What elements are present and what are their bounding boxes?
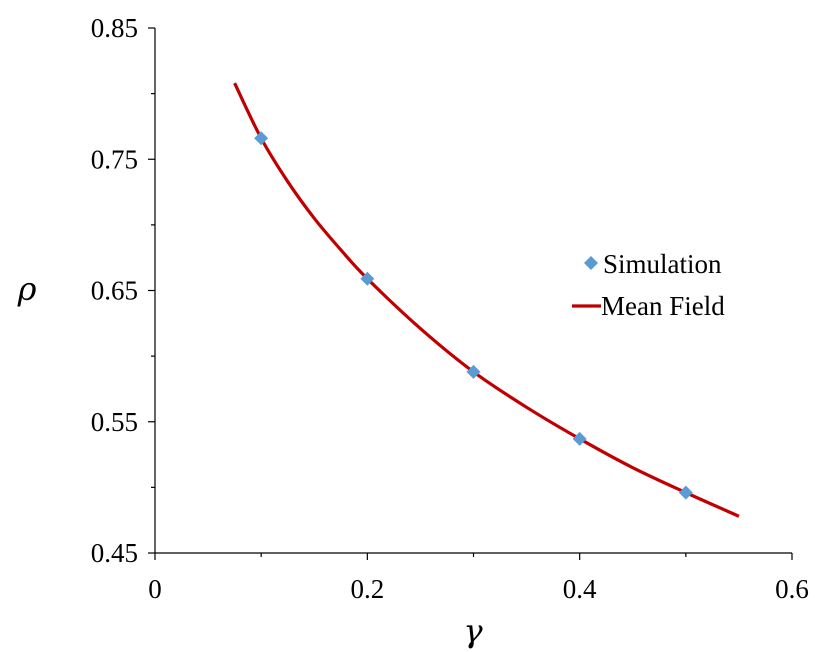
x-tick-label: 0 bbox=[148, 574, 162, 604]
y-tick-label: 0.55 bbox=[91, 407, 138, 437]
data-point-simulation bbox=[678, 485, 693, 500]
x-axis-title: γ bbox=[463, 612, 483, 650]
x-axis-ticks: 0 0.2 0.4 0.6 bbox=[148, 553, 809, 604]
data-point-simulation bbox=[360, 271, 375, 286]
data-point-simulation bbox=[466, 364, 481, 379]
legend: Simulation Mean Field bbox=[572, 249, 725, 321]
data-point-simulation bbox=[254, 131, 269, 146]
y-axis-ticks: 0.45 0.55 0.65 0.75 0.85 bbox=[91, 13, 155, 568]
legend-item-simulation: Simulation bbox=[584, 249, 722, 279]
x-tick-label: 0.6 bbox=[775, 574, 809, 604]
data-point-simulation bbox=[572, 431, 587, 446]
y-axis-title: ρ bbox=[17, 270, 37, 308]
plot-area bbox=[233, 82, 740, 518]
legend-item-mean-field: Mean Field bbox=[572, 291, 725, 321]
axes: 0.45 0.55 0.65 0.75 0.85 0 0.2 0.4 0.6 bbox=[91, 13, 809, 604]
legend-marker-diamond bbox=[584, 256, 598, 270]
y-tick-label: 0.85 bbox=[91, 13, 138, 43]
y-tick-label: 0.45 bbox=[91, 538, 138, 568]
x-tick-label: 0.4 bbox=[563, 574, 597, 604]
legend-label-mean-field: Mean Field bbox=[601, 291, 725, 321]
y-tick-label: 0.75 bbox=[91, 144, 138, 174]
series-line-mean-field bbox=[233, 82, 740, 518]
legend-label-simulation: Simulation bbox=[603, 249, 722, 279]
x-tick-label: 0.2 bbox=[350, 574, 384, 604]
y-tick-label: 0.65 bbox=[91, 276, 138, 306]
